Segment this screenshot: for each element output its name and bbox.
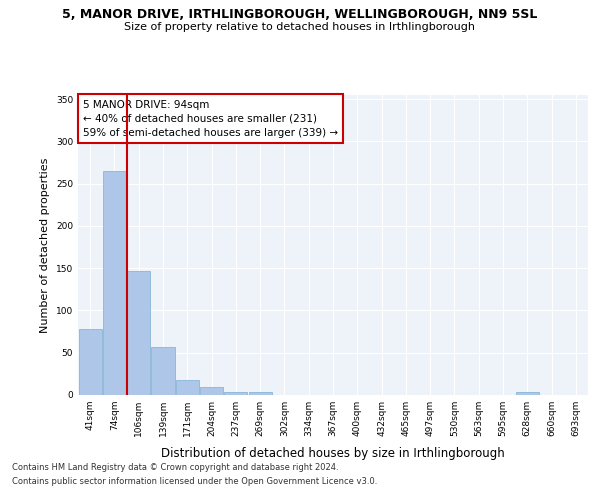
Bar	[127, 271, 150, 395]
Bar	[516, 392, 539, 395]
Bar	[224, 392, 247, 395]
Bar	[248, 392, 272, 395]
Text: Contains public sector information licensed under the Open Government Licence v3: Contains public sector information licen…	[12, 477, 377, 486]
Y-axis label: Number of detached properties: Number of detached properties	[40, 158, 50, 332]
Text: Size of property relative to detached houses in Irthlingborough: Size of property relative to detached ho…	[125, 22, 476, 32]
Bar	[176, 380, 199, 395]
Text: Contains HM Land Registry data © Crown copyright and database right 2024.: Contains HM Land Registry data © Crown c…	[12, 464, 338, 472]
Text: Distribution of detached houses by size in Irthlingborough: Distribution of detached houses by size …	[161, 448, 505, 460]
Bar	[103, 171, 126, 395]
Bar	[200, 386, 223, 395]
Bar	[79, 329, 101, 395]
Text: 5, MANOR DRIVE, IRTHLINGBOROUGH, WELLINGBOROUGH, NN9 5SL: 5, MANOR DRIVE, IRTHLINGBOROUGH, WELLING…	[62, 8, 538, 20]
Bar	[151, 347, 175, 395]
Text: 5 MANOR DRIVE: 94sqm
← 40% of detached houses are smaller (231)
59% of semi-deta: 5 MANOR DRIVE: 94sqm ← 40% of detached h…	[83, 100, 338, 138]
